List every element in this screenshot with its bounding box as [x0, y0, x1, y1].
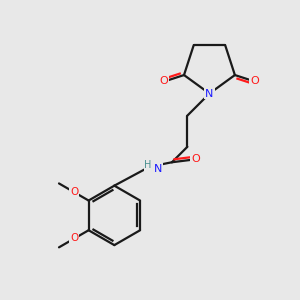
Text: O: O — [250, 76, 259, 86]
Text: O: O — [70, 188, 79, 197]
Text: H: H — [145, 160, 152, 170]
Text: O: O — [191, 154, 200, 164]
Text: N: N — [154, 164, 162, 174]
Text: O: O — [70, 233, 79, 243]
Text: N: N — [205, 88, 214, 98]
Text: O: O — [160, 76, 169, 86]
